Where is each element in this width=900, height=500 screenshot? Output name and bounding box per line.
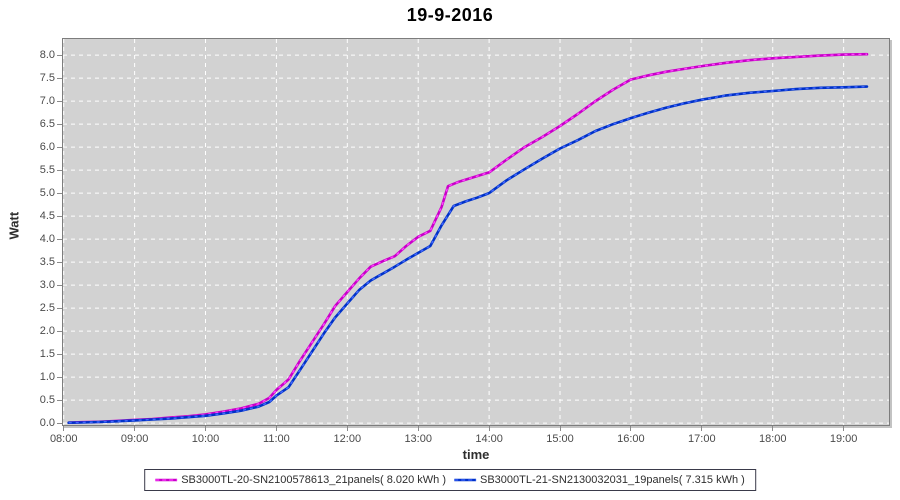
x-tick-mark [63,426,65,431]
y-tick-mark [57,123,62,125]
y-tick-mark [57,307,62,309]
y-tick-mark [57,422,62,424]
x-tick-mark [843,426,845,431]
y-tick-mark [57,215,62,217]
y-tick-mark [57,284,62,286]
x-tick-mark [417,426,419,431]
x-tick-label: 10:00 [191,433,220,445]
chart-canvas [63,39,889,425]
legend-item: SB3000TL-20-SN2100578613_21panels( 8.020… [155,474,446,486]
x-tick-label: 16:00 [617,433,645,445]
x-tick-mark [205,426,206,431]
y-tick-label: 5.0 [39,187,55,200]
y-tick-label: 2.5 [39,302,55,315]
series-line [67,52,869,425]
series-line [67,85,869,425]
x-tick-mark [559,426,561,431]
x-tick-label: 18:00 [758,433,787,445]
y-tick-mark [57,238,62,240]
y-tick-label: 7.5 [39,72,55,85]
x-tick-mark [772,426,774,431]
y-tick-label: 1.5 [39,348,55,361]
x-tick-label: 15:00 [546,433,574,445]
y-tick-mark [57,54,62,56]
x-tick-label: 08:00 [49,433,78,445]
y-tick-label: 6.0 [39,141,55,154]
x-tick-mark [134,426,136,431]
x-tick-mark [630,426,632,431]
plot-area [62,38,890,426]
y-tick-mark [57,399,62,401]
y-tick-label: 4.0 [39,233,55,246]
y-tick-label: 0.5 [39,394,55,407]
x-tick-label: 19:00 [829,433,858,445]
y-tick-label: 6.5 [39,118,55,131]
x-tick-mark [275,426,277,431]
y-tick-mark [57,330,62,332]
legend-label: SB3000TL-20-SN2100578613_21panels( 8.020… [181,474,446,486]
y-tick-mark [57,192,62,194]
legend-item: SB3000TL-21-SN2130032031_19panels( 7.315… [454,474,745,486]
legend-swatch-line [155,478,178,482]
legend: SB3000TL-20-SN2100578613_21panels( 8.020… [144,469,756,491]
x-tick-label: 11:00 [263,433,290,445]
x-tick-mark [346,426,348,431]
y-tick-mark [57,261,62,263]
y-tick-mark [57,353,62,355]
y-tick-label: 8.0 [39,49,55,62]
legend-label: SB3000TL-21-SN2130032031_19panels( 7.315… [480,474,745,486]
y-tick-label: 2.0 [39,325,55,338]
y-tick-mark [57,146,62,148]
series-line-texture [68,53,868,424]
y-tick-label: 7.0 [39,95,55,108]
y-axis-title: Watt [6,211,22,240]
chart-title: 19-9-2016 [406,5,494,25]
y-tick-label: 4.5 [39,210,55,223]
x-tick-label: 17:00 [688,433,716,445]
x-axis-title: time [462,447,490,462]
x-tick-mark [488,426,490,431]
x-tick-label: 09:00 [120,433,149,445]
y-tick-label: 0.0 [39,417,55,430]
y-tick-mark [57,169,62,171]
y-tick-mark [57,376,62,378]
legend-swatch-line [454,478,476,482]
y-tick-mark [57,77,62,79]
x-tick-label: 14:00 [475,433,503,445]
x-tick-mark [701,426,703,431]
y-tick-label: 1.0 [39,371,55,384]
x-tick-label: 13:00 [404,433,432,445]
y-tick-label: 5.5 [39,164,55,177]
y-tick-mark [57,100,62,102]
y-tick-label: 3.5 [39,256,55,269]
series-line-texture [68,85,868,424]
x-tick-label: 12:00 [333,433,362,445]
y-tick-label: 3.0 [39,279,55,292]
